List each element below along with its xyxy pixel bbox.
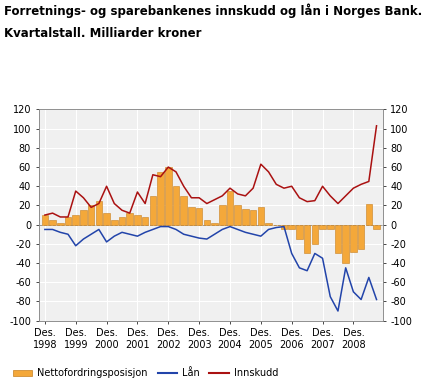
Bar xyxy=(373,225,380,230)
Bar xyxy=(165,167,172,225)
Text: Kvartalstall. Milliarder kroner: Kvartalstall. Milliarder kroner xyxy=(4,27,202,40)
Bar xyxy=(49,220,56,225)
Bar xyxy=(327,225,334,230)
Bar xyxy=(42,215,48,225)
Legend: Nettofordringsposisjon, Lån, Innskudd: Nettofordringsposisjon, Lån, Innskudd xyxy=(9,364,282,382)
Bar xyxy=(211,223,218,225)
Text: Forretnings- og sparebankenes innskudd og lån i Norges Bank.: Forretnings- og sparebankenes innskudd o… xyxy=(4,4,423,18)
Bar xyxy=(188,207,195,225)
Bar xyxy=(258,207,264,225)
Bar xyxy=(150,196,156,225)
Bar xyxy=(203,220,210,225)
Bar xyxy=(242,209,249,225)
Bar xyxy=(134,215,141,225)
Bar xyxy=(227,191,233,225)
Bar xyxy=(72,215,79,225)
Bar xyxy=(80,210,87,225)
Bar xyxy=(65,217,71,225)
Bar xyxy=(173,186,179,225)
Bar xyxy=(157,172,164,225)
Bar xyxy=(57,223,64,225)
Bar xyxy=(219,205,226,225)
Bar xyxy=(265,223,272,225)
Bar xyxy=(103,213,110,225)
Bar xyxy=(119,217,125,225)
Bar xyxy=(312,225,318,244)
Bar xyxy=(234,205,241,225)
Bar xyxy=(181,196,187,225)
Bar xyxy=(319,225,326,230)
Bar xyxy=(350,225,356,251)
Bar xyxy=(304,225,310,253)
Bar xyxy=(335,225,341,253)
Bar xyxy=(196,208,203,225)
Bar xyxy=(289,225,295,230)
Bar xyxy=(126,213,133,225)
Bar xyxy=(358,225,364,249)
Bar xyxy=(366,204,372,225)
Bar xyxy=(88,205,95,225)
Bar xyxy=(342,225,349,263)
Bar xyxy=(250,210,256,225)
Bar xyxy=(111,220,117,225)
Bar xyxy=(281,225,287,230)
Bar xyxy=(142,217,148,225)
Bar xyxy=(95,201,102,225)
Bar xyxy=(296,225,303,239)
